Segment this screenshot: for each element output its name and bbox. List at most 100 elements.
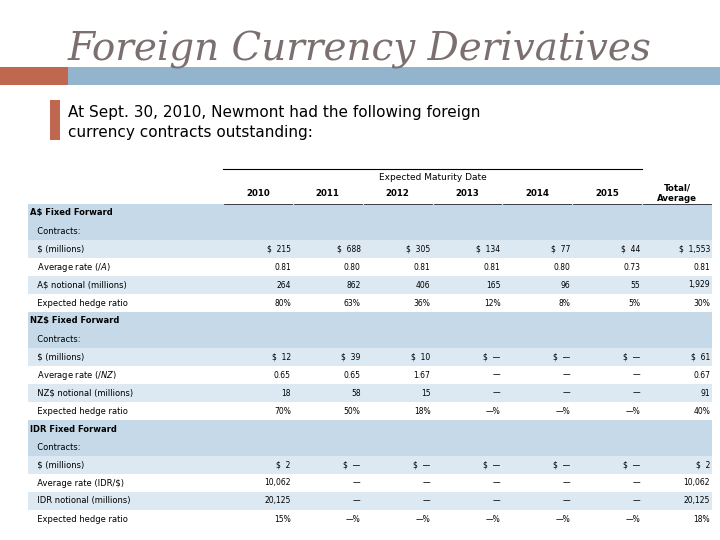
Text: $  77: $ 77 [551,245,570,253]
Text: 2010: 2010 [246,188,270,198]
Text: 862: 862 [346,280,361,289]
Text: —: — [423,496,431,505]
Text: 50%: 50% [343,407,361,415]
Text: 1.67: 1.67 [414,370,431,380]
Text: 0.81: 0.81 [274,262,291,272]
Text: 30%: 30% [693,299,710,307]
Text: 0.65: 0.65 [343,370,361,380]
Text: 10,062: 10,062 [264,478,291,488]
Text: 2015: 2015 [595,188,619,198]
Text: currency contracts outstanding:: currency contracts outstanding: [68,125,313,139]
Text: 91: 91 [701,388,710,397]
Text: 70%: 70% [274,407,291,415]
Bar [68,67,720,85]
Text: 20,125: 20,125 [683,496,710,505]
Text: Average rate ($/NZ$): Average rate ($/NZ$) [32,368,117,381]
Bar [28,330,712,348]
Text: Contracts:: Contracts: [32,226,81,235]
Bar [28,474,712,492]
Text: Contracts:: Contracts: [32,442,81,451]
Text: —: — [492,388,500,397]
Text: $  61: $ 61 [690,353,710,361]
Text: $  44: $ 44 [621,245,640,253]
Text: Contracts:: Contracts: [32,334,81,343]
Text: $  134: $ 134 [476,245,500,253]
Text: $  —: $ — [623,461,640,469]
Text: 2012: 2012 [386,188,410,198]
Text: $  —: $ — [483,353,500,361]
Bar [28,492,712,510]
Text: 2014: 2014 [526,188,549,198]
Text: Foreign Currency Derivatives: Foreign Currency Derivatives [68,31,652,69]
Text: 12%: 12% [484,299,500,307]
Text: At Sept. 30, 2010, Newmont had the following foreign: At Sept. 30, 2010, Newmont had the follo… [68,105,480,119]
Text: $  —: $ — [343,461,361,469]
Text: —%: —% [626,515,640,523]
Text: —%: —% [415,515,431,523]
Text: $ (millions): $ (millions) [32,353,84,361]
Text: 58: 58 [351,388,361,397]
Text: —: — [562,370,570,380]
Text: $  215: $ 215 [267,245,291,253]
Bar [28,276,712,294]
Text: 0.80: 0.80 [343,262,361,272]
Text: $  10: $ 10 [411,353,431,361]
Text: 15: 15 [421,388,431,397]
Text: —: — [632,496,640,505]
Text: $  2: $ 2 [276,461,291,469]
Text: NZ$ Fixed Forward: NZ$ Fixed Forward [30,316,120,326]
Text: A$ notional (millions): A$ notional (millions) [32,280,127,289]
Text: NZ$ notional (millions): NZ$ notional (millions) [32,388,133,397]
Text: 2013: 2013 [456,188,480,198]
Text: Expected Maturity Date: Expected Maturity Date [379,173,487,183]
Bar [28,312,712,330]
Text: —: — [562,496,570,505]
Text: IDR notional (millions): IDR notional (millions) [32,496,130,505]
Text: Expected hedge ratio: Expected hedge ratio [32,515,128,523]
Text: 55: 55 [631,280,640,289]
Text: —%: —% [486,515,500,523]
Text: $  —: $ — [483,461,500,469]
Bar [28,438,712,456]
Text: IDR Fixed Forward: IDR Fixed Forward [30,424,117,434]
Text: $  —: $ — [413,461,431,469]
Text: 2011: 2011 [316,188,340,198]
Bar [28,384,712,402]
Text: —: — [353,478,361,488]
Bar [28,204,712,222]
Text: —: — [492,370,500,380]
Text: $  1,553: $ 1,553 [679,245,710,253]
Text: 1,929: 1,929 [688,280,710,289]
Text: —%: —% [626,407,640,415]
Text: $  12: $ 12 [271,353,291,361]
Text: 264: 264 [276,280,291,289]
Text: A$ Fixed Forward: A$ Fixed Forward [30,208,113,218]
Text: 40%: 40% [693,407,710,415]
Text: Average rate ($/A$): Average rate ($/A$) [32,260,111,273]
Text: $  305: $ 305 [406,245,431,253]
Text: $  —: $ — [553,353,570,361]
Bar [28,420,712,438]
Text: 10,062: 10,062 [683,478,710,488]
Text: 165: 165 [486,280,500,289]
Bar [28,294,712,312]
Bar [28,258,712,276]
Text: Expected hedge ratio: Expected hedge ratio [32,299,128,307]
Text: —: — [353,496,361,505]
Text: 63%: 63% [343,299,361,307]
Text: 0.65: 0.65 [274,370,291,380]
Text: 406: 406 [416,280,431,289]
Text: 18%: 18% [414,407,431,415]
Text: 5%: 5% [628,299,640,307]
Text: 0.81: 0.81 [484,262,500,272]
Text: $ (millions): $ (millions) [32,461,84,469]
Text: 96: 96 [560,280,570,289]
Text: 18%: 18% [693,515,710,523]
Text: —: — [562,478,570,488]
Bar [28,348,712,366]
Text: 18: 18 [282,388,291,397]
Bar [28,402,712,420]
Bar [28,510,712,528]
Text: —: — [423,478,431,488]
Bar [28,240,712,258]
